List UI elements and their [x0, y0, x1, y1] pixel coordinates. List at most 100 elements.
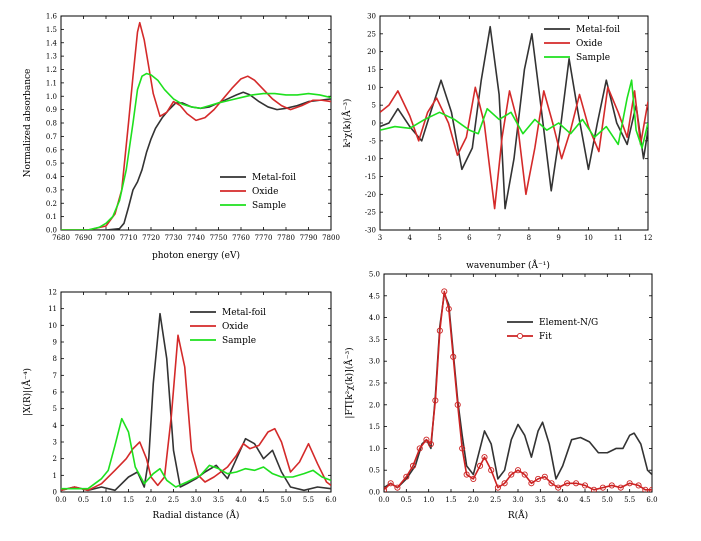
x-tick-label: 6 [467, 234, 472, 242]
x-tick-label: 4.5 [579, 496, 590, 504]
series-point [470, 475, 477, 482]
y-tick-label: -20 [365, 191, 376, 199]
y-tick-label: 12 [48, 289, 57, 297]
y-tick-label: 0 [372, 120, 376, 128]
x-tick-label: 3.5 [535, 496, 546, 504]
y-tick-label: 0.7 [46, 133, 57, 141]
y-tick-label: 2.5 [369, 380, 380, 388]
x-tick-label: 3.5 [213, 496, 224, 504]
series-line-metal-foil [61, 91, 331, 230]
x-tick-label: 2.5 [490, 496, 501, 504]
y-tick-label: 0.0 [46, 227, 57, 235]
y-tick-label: 11 [48, 305, 57, 313]
series-point [573, 480, 580, 487]
x-tick-label: 2.0 [468, 496, 479, 504]
x-tick-label: 7790 [300, 234, 318, 242]
series-point [590, 486, 597, 492]
x-tick-label: 7750 [210, 234, 228, 242]
x-tick-label: 5 [437, 234, 441, 242]
series-point [445, 305, 452, 312]
series-point [416, 445, 423, 452]
series-line-oxide [61, 334, 331, 492]
y-tick-label: 0.5 [46, 160, 57, 168]
x-tick-label: 5.0 [602, 496, 613, 504]
series-point [476, 462, 484, 469]
x-tick-label: 3 [378, 234, 382, 242]
x-tick-label: 11 [614, 234, 623, 242]
x-tick-label: 5.0 [280, 496, 291, 504]
x-tick-label: 7730 [165, 234, 183, 242]
y-axis-label: k³χ(k)(Å⁻³) [341, 99, 353, 148]
y-tick-label: -10 [365, 155, 376, 163]
series-point [432, 397, 439, 404]
y-tick-label: 1 [53, 472, 57, 480]
y-tick-label: 9 [53, 339, 57, 347]
x-axis-label: R(Å) [508, 509, 528, 521]
y-tick-label: 8 [53, 355, 57, 363]
y-tick-label: 1.6 [46, 13, 58, 21]
y-axis-label: |Χ(R)|(Å⁻⁴) [21, 368, 33, 416]
x-tick-label: 2.0 [145, 496, 156, 504]
series-point [501, 480, 508, 487]
series-point [508, 471, 515, 478]
series-point [626, 480, 633, 487]
y-tick-label: 1.1 [46, 79, 57, 87]
series-point [599, 484, 606, 491]
series-point [548, 480, 555, 487]
x-tick-label: 4 [408, 234, 413, 242]
series-point [450, 353, 457, 360]
legend-label: Oxide [222, 322, 248, 332]
y-tick-label: -5 [369, 137, 376, 145]
y-tick-label: 0.8 [46, 120, 57, 128]
y-tick-label: 2.0 [369, 401, 380, 409]
y-tick-label: 1.2 [46, 66, 57, 74]
y-tick-label: 0.3 [46, 186, 57, 194]
y-tick-label: 0.5 [369, 467, 380, 475]
series-point [564, 480, 571, 487]
y-tick-label: 25 [367, 30, 376, 38]
y-tick-label: 5 [372, 102, 376, 110]
series-point [488, 467, 495, 474]
x-tick-label: 7720 [142, 234, 160, 242]
series-line-sample [61, 72, 331, 230]
y-tick-label: 3 [53, 439, 57, 447]
x-tick-label: 5.5 [303, 496, 314, 504]
series-point [481, 454, 488, 461]
x-tick-label: 7800 [322, 234, 340, 242]
x-tick-label: 2.5 [168, 496, 179, 504]
y-tick-label: -30 [365, 227, 376, 235]
x-tick-label: 7 [497, 234, 501, 242]
legend-label: Oxide [576, 39, 602, 49]
series-point [541, 473, 548, 480]
x-tick-label: 1.0 [100, 496, 111, 504]
x-tick-label: 7770 [255, 234, 273, 242]
x-axis-label: Radial distance (Å) [153, 509, 240, 521]
series-point [436, 327, 443, 334]
chart-panel-2: 3 4 5 6 7 8 9 10 11 12 -30 -25 -20 -15 -10 -5 0 5 10 15 20 25… [341, 13, 652, 272]
x-axis-label: wavenumber (Å⁻¹) [466, 259, 550, 271]
series-point [608, 482, 615, 489]
series-point [463, 471, 470, 478]
legend-label: Metal-foil [576, 25, 620, 35]
series-point [427, 440, 434, 448]
series-point [384, 486, 388, 492]
y-tick-label: 1.4 [46, 39, 58, 47]
series-point [521, 471, 528, 478]
series-line-element-n-g [384, 292, 652, 489]
series-line-metal-foil [61, 312, 331, 492]
series-point [635, 482, 642, 489]
series-point [535, 475, 542, 482]
y-tick-label: 20 [367, 48, 376, 56]
y-tick-label: 0.6 [46, 146, 58, 154]
series-point [648, 486, 652, 492]
y-tick-label: 10 [48, 322, 57, 330]
y-tick-label: 1.3 [46, 53, 57, 61]
chart-panel-1: 7680 7690 7700 7710 7720 7730 7740 7750 7760 7770… [23, 13, 340, 262]
legend-marker [516, 332, 524, 340]
y-tick-label: 7 [53, 372, 57, 380]
series-point [514, 467, 522, 474]
x-tick-label: 7780 [277, 234, 295, 242]
y-tick-label: 15 [367, 66, 376, 74]
legend-label: Sample [252, 201, 286, 211]
